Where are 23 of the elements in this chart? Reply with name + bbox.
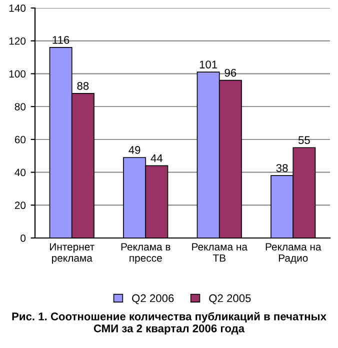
data-label: 38 bbox=[276, 164, 288, 172]
x-tick-label: Реклама на Радио bbox=[266, 243, 322, 264]
data-label: 49 bbox=[128, 146, 140, 154]
x-tick-label: Реклама на ТВ bbox=[192, 243, 248, 262]
y-tick-label: 20 bbox=[14, 202, 26, 210]
text: Рис. 1. Соотношение количества публикаций в печатных СМИ за 2 квартал 2006 года bbox=[12, 312, 326, 335]
data-label: 101 bbox=[200, 60, 218, 68]
data-label: 88 bbox=[77, 82, 89, 90]
data-label: 44 bbox=[150, 154, 163, 162]
data-label: 96 bbox=[224, 68, 236, 77]
y-tick-label: 60 bbox=[14, 136, 26, 144]
x-tick-label: Реклама в прессе bbox=[121, 243, 170, 264]
y-tick-label: 100 bbox=[9, 70, 26, 78]
data-label: 55 bbox=[298, 136, 310, 144]
y-tick-label: 0 bbox=[20, 234, 26, 242]
y-tick-label: 140 bbox=[9, 4, 26, 12]
y-tick-label: 80 bbox=[14, 103, 26, 110]
x-tick-label: Интернет реклама bbox=[50, 243, 94, 264]
data-label: 116 bbox=[52, 36, 70, 44]
legend-label: Q2 2006 bbox=[132, 294, 174, 304]
y-tick-label: 40 bbox=[14, 168, 26, 176]
legend-label: Q2 2005 bbox=[209, 294, 251, 304]
y-tick-label: 120 bbox=[9, 37, 26, 45]
